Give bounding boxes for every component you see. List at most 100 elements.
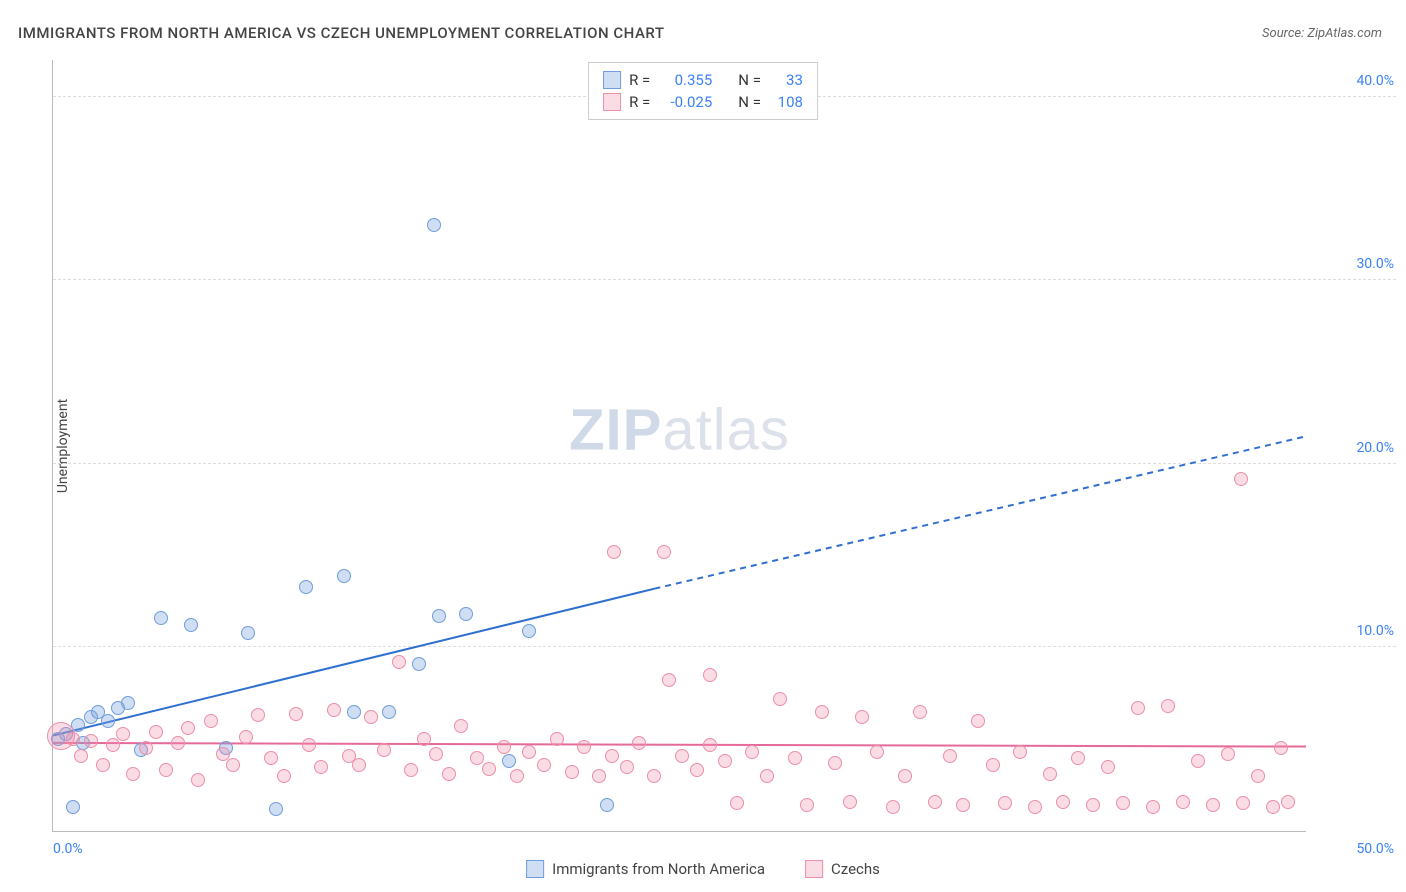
legend-swatch (526, 860, 544, 878)
x-tick-label: 0.0% (53, 841, 83, 857)
data-point (870, 745, 884, 759)
x-tick-label: 50.0% (1356, 841, 1394, 857)
data-point (116, 727, 130, 741)
data-point (1056, 795, 1070, 809)
data-point (703, 738, 717, 752)
data-point (96, 758, 110, 772)
data-point (106, 738, 120, 752)
series-legend: Immigrants from North America Czechs (526, 860, 880, 878)
data-point (788, 751, 802, 765)
data-point (730, 796, 744, 810)
data-point (459, 607, 473, 621)
data-point (998, 796, 1012, 810)
data-point (913, 705, 927, 719)
data-point (1101, 760, 1115, 774)
data-point (126, 767, 140, 781)
data-point (502, 754, 516, 768)
chart-title: IMMIGRANTS FROM NORTH AMERICA VS CZECH U… (18, 24, 664, 42)
legend-label: Immigrants from North America (552, 860, 765, 878)
data-point (470, 751, 484, 765)
data-point (337, 569, 351, 583)
data-point (392, 655, 406, 669)
data-point (928, 795, 942, 809)
trend-lines-layer (53, 60, 1306, 831)
data-point (404, 763, 418, 777)
data-point (417, 732, 431, 746)
data-point (986, 758, 1000, 772)
data-point (577, 740, 591, 754)
data-point (1071, 751, 1085, 765)
data-point (269, 802, 283, 816)
data-point (377, 743, 391, 757)
data-point (620, 760, 634, 774)
data-point (1266, 800, 1280, 814)
r-value: -0.025 (658, 93, 712, 111)
data-point (382, 705, 396, 719)
data-point (1176, 795, 1190, 809)
n-value: 108 (769, 93, 803, 111)
data-point (149, 725, 163, 739)
data-point (171, 736, 185, 750)
n-value: 33 (769, 71, 803, 89)
data-point (718, 754, 732, 768)
data-point (181, 721, 195, 735)
legend-swatch (603, 93, 621, 111)
y-tick-label: 30.0% (1356, 256, 1394, 272)
data-point (427, 218, 441, 232)
data-point (454, 719, 468, 733)
data-point (302, 738, 316, 752)
data-point (1281, 795, 1295, 809)
data-point (159, 763, 173, 777)
data-point (971, 714, 985, 728)
data-point (592, 769, 606, 783)
data-point (154, 611, 168, 625)
data-point (1234, 472, 1248, 486)
data-point (522, 624, 536, 638)
data-point (550, 732, 564, 746)
legend-label: Czechs (831, 860, 880, 878)
data-point (600, 798, 614, 812)
data-point (121, 696, 135, 710)
data-point (898, 769, 912, 783)
trend-line (53, 743, 1306, 747)
data-point (956, 798, 970, 812)
data-point (815, 705, 829, 719)
r-label: R = (629, 93, 650, 111)
data-point (442, 767, 456, 781)
data-point (251, 708, 265, 722)
data-point (1191, 754, 1205, 768)
data-point (482, 762, 496, 776)
data-point (184, 618, 198, 632)
data-point (239, 730, 253, 744)
r-value: 0.355 (658, 71, 712, 89)
data-point (139, 741, 153, 755)
legend-stat-row: R =0.355N =33 (603, 69, 803, 91)
data-point (607, 545, 621, 559)
data-point (675, 749, 689, 763)
data-point (943, 749, 957, 763)
data-point (1251, 769, 1265, 783)
data-point (364, 710, 378, 724)
data-point (191, 773, 205, 787)
data-point (412, 657, 426, 671)
y-tick-label: 10.0% (1356, 623, 1394, 639)
data-point (264, 751, 278, 765)
data-point (565, 765, 579, 779)
data-point (1206, 798, 1220, 812)
data-point (510, 769, 524, 783)
stats-legend: R =0.355N =33R =-0.025N =108 (588, 62, 818, 120)
data-point (1116, 796, 1130, 810)
data-point (843, 795, 857, 809)
data-point (314, 760, 328, 774)
data-point (1221, 747, 1235, 761)
data-point (497, 740, 511, 754)
legend-item: Immigrants from North America (526, 860, 765, 878)
data-point (1274, 741, 1288, 755)
data-point (352, 758, 366, 772)
data-point (204, 714, 218, 728)
data-point (1043, 767, 1057, 781)
data-point (432, 609, 446, 623)
data-point (745, 745, 759, 759)
data-point (241, 626, 255, 640)
correlation-chart: IMMIGRANTS FROM NORTH AMERICA VS CZECH U… (0, 0, 1406, 892)
